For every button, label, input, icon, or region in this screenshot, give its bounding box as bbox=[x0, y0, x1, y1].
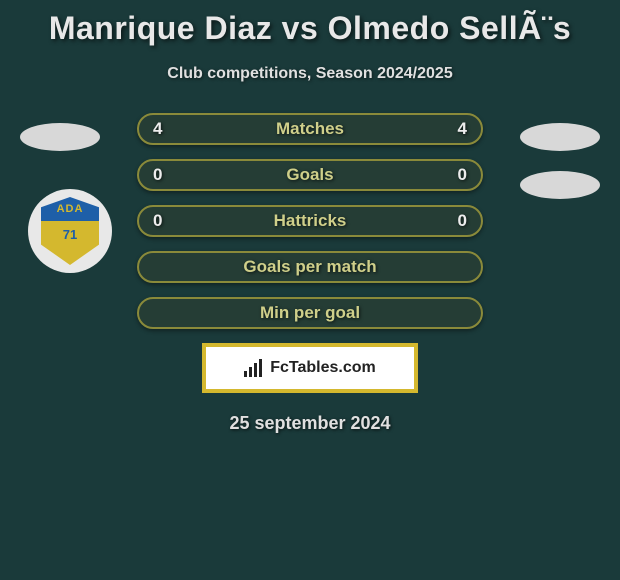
player-left-badge-placeholder bbox=[20, 123, 100, 151]
stat-label: Goals per match bbox=[243, 257, 376, 277]
bar-chart-icon bbox=[244, 359, 266, 377]
attribution-text: FcTables.com bbox=[270, 359, 376, 377]
stat-label: Min per goal bbox=[260, 303, 360, 323]
stat-row-hattricks: 0 Hattricks 0 bbox=[137, 205, 483, 237]
stat-row-goals-per-match: Goals per match bbox=[137, 251, 483, 283]
comparison-infographic: Manrique Diaz vs Olmedo SellÃ¨s Club com… bbox=[0, 0, 620, 580]
stat-left-value: 4 bbox=[153, 119, 162, 139]
stat-rows: 4 Matches 4 0 Goals 0 0 Hattricks 0 Goal… bbox=[137, 113, 483, 329]
stat-left-value: 0 bbox=[153, 165, 162, 185]
stats-area: ADA 71 4 Matches 4 0 Goals 0 0 Hattricks… bbox=[0, 113, 620, 434]
stat-left-value: 0 bbox=[153, 211, 162, 231]
stat-row-goals: 0 Goals 0 bbox=[137, 159, 483, 191]
date-label: 25 september 2024 bbox=[0, 413, 620, 434]
stat-label: Hattricks bbox=[274, 211, 347, 231]
player-right-badge-placeholder-2 bbox=[520, 171, 600, 199]
page-title: Manrique Diaz vs Olmedo SellÃ¨s bbox=[0, 0, 620, 47]
stat-label: Goals bbox=[286, 165, 333, 185]
stat-label: Matches bbox=[276, 119, 344, 139]
stat-right-value: 4 bbox=[458, 119, 467, 139]
stat-right-value: 0 bbox=[458, 211, 467, 231]
attribution-box: FcTables.com bbox=[202, 343, 418, 393]
stat-row-min-per-goal: Min per goal bbox=[137, 297, 483, 329]
stat-right-value: 0 bbox=[458, 165, 467, 185]
player-right-badge-placeholder bbox=[520, 123, 600, 151]
club-logo-initials: ADA bbox=[57, 203, 84, 215]
club-shield-icon: ADA 71 bbox=[41, 197, 99, 265]
page-subtitle: Club competitions, Season 2024/2025 bbox=[0, 65, 620, 83]
stat-row-matches: 4 Matches 4 bbox=[137, 113, 483, 145]
club-logo-left: ADA 71 bbox=[28, 189, 112, 273]
club-logo-number: 71 bbox=[63, 227, 77, 242]
